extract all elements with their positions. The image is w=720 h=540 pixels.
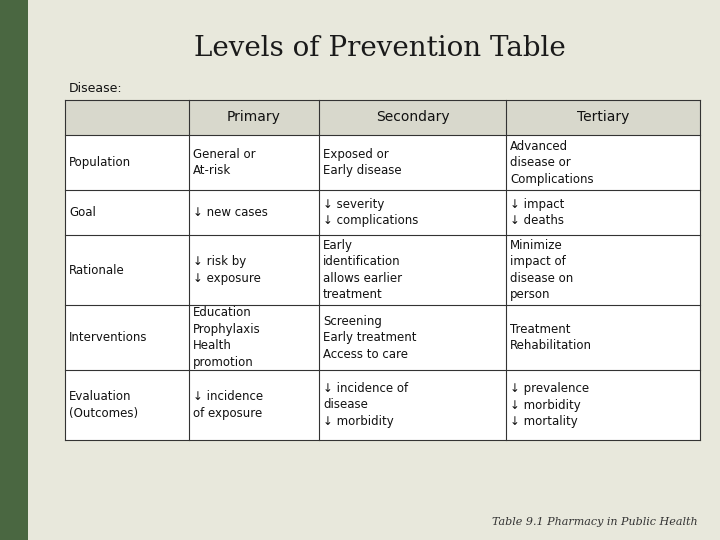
Text: Goal: Goal xyxy=(69,206,96,219)
Text: Screening
Early treatment
Access to care: Screening Early treatment Access to care xyxy=(323,314,416,361)
Text: Advanced
disease or
Complications: Advanced disease or Complications xyxy=(510,139,594,186)
Text: Population: Population xyxy=(69,156,131,169)
Text: ↓ risk by
↓ exposure: ↓ risk by ↓ exposure xyxy=(193,255,261,285)
Text: ↓ new cases: ↓ new cases xyxy=(193,206,268,219)
Text: Rationale: Rationale xyxy=(69,264,125,276)
Text: Tertiary: Tertiary xyxy=(577,111,629,125)
Text: Minimize
impact of
disease on
person: Minimize impact of disease on person xyxy=(510,239,574,301)
Text: Interventions: Interventions xyxy=(69,331,148,344)
Text: Primary: Primary xyxy=(227,111,281,125)
Text: ↓ severity
↓ complications: ↓ severity ↓ complications xyxy=(323,198,418,227)
Text: General or
At-risk: General or At-risk xyxy=(193,148,256,177)
Text: ↓ incidence of
disease
↓ morbidity: ↓ incidence of disease ↓ morbidity xyxy=(323,382,408,428)
Bar xyxy=(0,0,28,540)
Text: Early
identification
allows earlier
treatment: Early identification allows earlier trea… xyxy=(323,239,402,301)
Text: Treatment
Rehabilitation: Treatment Rehabilitation xyxy=(510,323,593,352)
Bar xyxy=(65,100,700,135)
Text: Evaluation
(Outcomes): Evaluation (Outcomes) xyxy=(69,390,138,420)
Text: ↓ impact
↓ deaths: ↓ impact ↓ deaths xyxy=(510,198,564,227)
Text: Secondary: Secondary xyxy=(376,111,449,125)
Text: Disease:: Disease: xyxy=(69,82,122,94)
Text: Levels of Prevention Table: Levels of Prevention Table xyxy=(194,35,566,62)
Text: Education
Prophylaxis
Health
promotion: Education Prophylaxis Health promotion xyxy=(193,306,261,369)
Text: Exposed or
Early disease: Exposed or Early disease xyxy=(323,148,402,177)
Text: Table 9.1 Pharmacy in Public Health: Table 9.1 Pharmacy in Public Health xyxy=(492,517,698,527)
Text: ↓ prevalence
↓ morbidity
↓ mortality: ↓ prevalence ↓ morbidity ↓ mortality xyxy=(510,382,590,428)
Text: ↓ incidence
of exposure: ↓ incidence of exposure xyxy=(193,390,263,420)
Bar xyxy=(65,100,700,440)
